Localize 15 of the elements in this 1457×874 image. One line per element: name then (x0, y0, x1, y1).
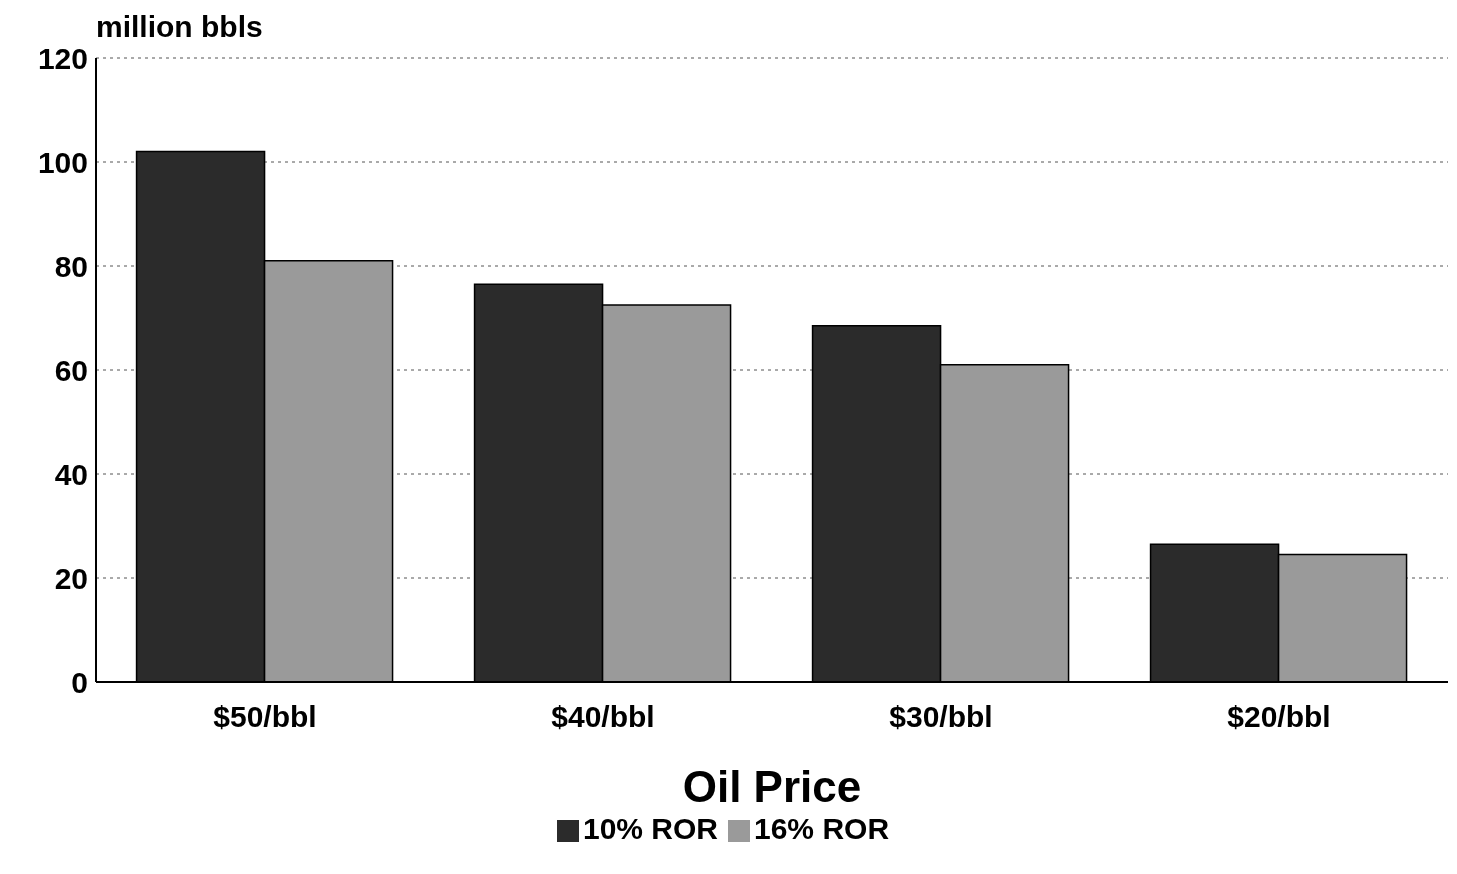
x-tick-label: $50/bbl (213, 700, 317, 734)
y-tick-label: 120 (37, 41, 88, 75)
y-tick-label: 40 (54, 457, 88, 491)
legend-label: 16% ROR (754, 812, 890, 845)
x-tick-label: $20/bbl (1227, 700, 1331, 734)
y-tick-label: 80 (54, 249, 88, 283)
legend-label: 10% ROR (582, 812, 718, 845)
y-tick-label: 60 (54, 353, 88, 387)
y-tick-label: 100 (37, 145, 88, 179)
y-tick-label: 20 (54, 561, 88, 595)
y-axis-title: million bbls (96, 10, 263, 44)
x-axis-title: Oil Price (682, 762, 862, 811)
y-tick-label: 0 (71, 665, 88, 699)
x-tick-label: $30/bbl (889, 700, 993, 734)
x-tick-label: $40/bbl (551, 700, 655, 734)
